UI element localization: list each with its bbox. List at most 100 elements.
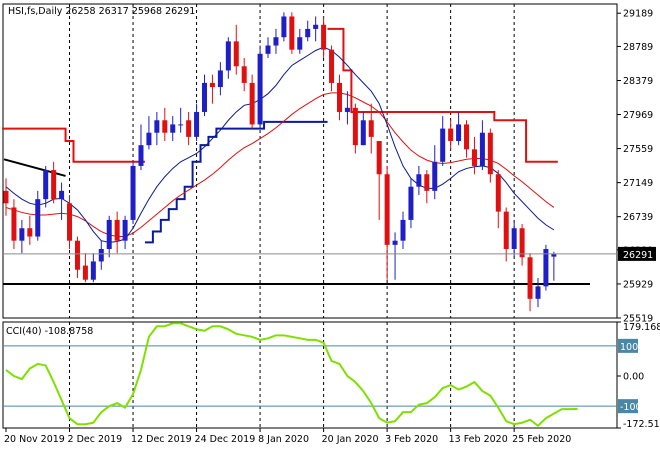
price-tick-label: 29189 [623, 9, 653, 20]
candle-body [543, 248, 549, 287]
candle-body [432, 161, 438, 191]
candle-body [138, 145, 144, 166]
candle-body [527, 257, 533, 299]
candle-body [233, 41, 239, 67]
candle-body [273, 37, 279, 46]
price-tick-label: 27969 [623, 110, 653, 121]
candle-body [265, 45, 271, 54]
candle-body [122, 219, 128, 241]
candle-body [392, 240, 398, 245]
candle-body [162, 120, 168, 133]
candle-body [384, 174, 390, 245]
cci-level-tag-label: -100 [620, 402, 642, 413]
candle-body [51, 170, 57, 200]
candle-body [519, 228, 525, 258]
candle-body [154, 120, 160, 133]
time-tick-label: 13 Feb 2020 [449, 434, 508, 445]
candle-body [194, 111, 200, 137]
candle-body [186, 120, 192, 137]
candle-body [209, 82, 215, 88]
candle-body [305, 28, 311, 38]
cci-tick-label: -172.511 [623, 419, 660, 430]
cci-level-tag [618, 338, 638, 353]
candle-body [67, 203, 73, 241]
cci-panel-frame [2, 321, 618, 429]
candle-body [448, 128, 454, 142]
candle-body [321, 24, 327, 50]
cci-panel [3, 322, 617, 428]
fast-moving-average-line [5, 46, 555, 243]
candle-body [59, 190, 65, 200]
candle-body [329, 49, 335, 83]
symbol-header: HSI,fs,Daily 26258 26317 25968 26291 [8, 6, 195, 17]
time-tick-label: 20 Jan 2020 [322, 434, 379, 445]
cci-tick-label: 0.00 [623, 372, 644, 383]
candle-body [82, 265, 88, 280]
candle-body [440, 128, 446, 162]
candle-body [178, 124, 184, 126]
cci-level-tag-label: 100 [620, 342, 638, 353]
candle-body [479, 132, 485, 166]
candle-body [35, 199, 41, 237]
candle-body [217, 70, 223, 88]
candle-body [114, 219, 120, 241]
candle-body [416, 174, 422, 187]
price-panel-frame [2, 3, 618, 319]
time-tick-label: 20 Nov 2019 [4, 434, 65, 445]
price-tick-label: 28789 [623, 42, 653, 53]
cci-tick-label: 179.1686 [623, 322, 660, 333]
candle-body [313, 24, 319, 29]
candle-body [456, 124, 462, 142]
time-tick-label: 3 Feb 2020 [385, 434, 438, 445]
candle-body [297, 37, 303, 50]
last-price-tag [618, 246, 656, 261]
cci-level-tag [618, 399, 638, 414]
candle-body [19, 228, 25, 241]
candle-body [202, 82, 207, 112]
time-tick-label: 12 Dec 2019 [131, 434, 192, 445]
slow-moving-average-line [5, 92, 555, 238]
candle-body [281, 16, 287, 38]
candle-body [249, 82, 255, 125]
cci-line [5, 322, 578, 428]
trend-line [3, 158, 66, 177]
candle-body [503, 211, 509, 249]
candle-body [487, 132, 493, 175]
candle-body [336, 82, 342, 112]
time-tick-label: 25 Feb 2020 [512, 434, 571, 445]
price-tick-label: 25929 [623, 279, 653, 290]
grid [2, 3, 618, 429]
candle-body [368, 120, 374, 137]
candle-body [471, 149, 477, 166]
price-tick-label: 27149 [623, 178, 653, 189]
candle-body [3, 190, 9, 204]
cci-header: CCI(40) -108.8758 [6, 326, 93, 337]
candle-body [146, 132, 152, 146]
price-panel [2, 12, 617, 312]
candle-body [289, 16, 295, 50]
time-tick-label: 24 Dec 2019 [195, 434, 256, 445]
candle-body [464, 124, 470, 150]
candle-body [257, 53, 263, 125]
last-price-tag-label: 26291 [623, 250, 653, 261]
candle-body [344, 107, 350, 112]
candle-body [43, 170, 49, 200]
candle-body [74, 240, 80, 270]
blue-stop-line [144, 120, 328, 244]
candle-body [535, 286, 541, 299]
candle-body [130, 165, 136, 220]
time-tick-label: 8 Jan 2020 [258, 434, 309, 445]
price-tick-label: 28379 [623, 76, 653, 87]
candle-body [551, 253, 557, 257]
price-tick-label: 26739 [623, 212, 653, 223]
axes: 2918928789283792796927559271492673926339… [4, 9, 660, 445]
candle-body [11, 207, 17, 241]
candle-body [495, 174, 501, 212]
price-tick-label: 27559 [623, 144, 653, 155]
candle-body [376, 141, 382, 175]
candle-body [106, 219, 112, 249]
time-tick-label: 2 Dec 2019 [68, 434, 123, 445]
candle-body [225, 41, 231, 71]
